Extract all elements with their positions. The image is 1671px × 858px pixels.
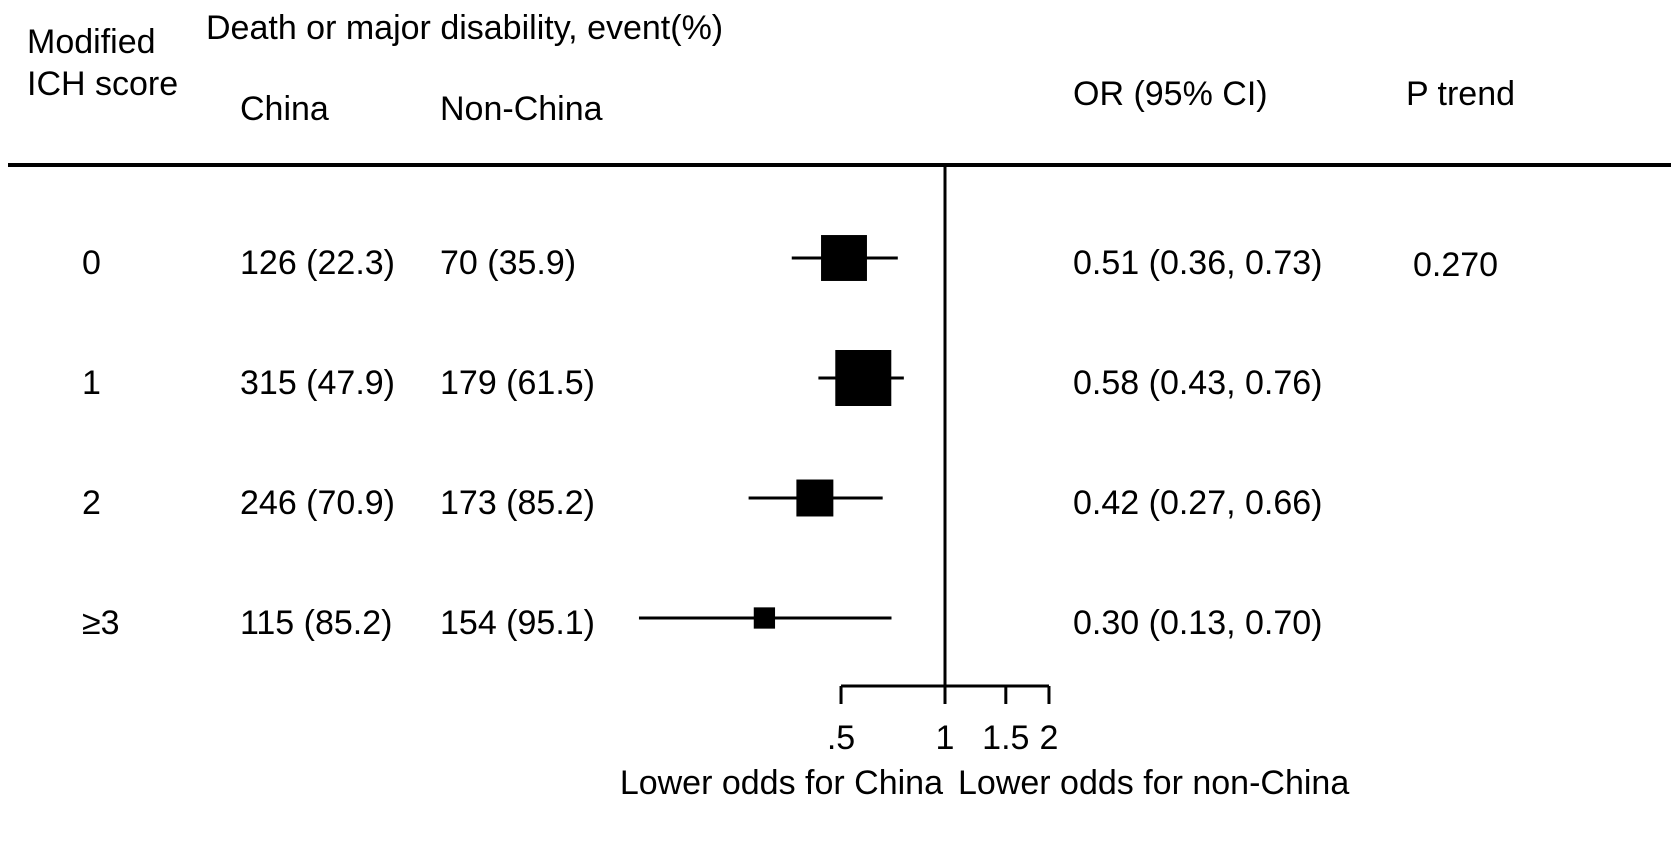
or-point-marker xyxy=(753,607,776,629)
row-china-events: 115 (85.2) xyxy=(240,604,393,642)
row-china-events: 246 (70.9) xyxy=(240,484,395,522)
column-header-china: China xyxy=(240,90,329,128)
x-axis-tick-label: 1 xyxy=(936,719,955,757)
row-nonchina-events: 154 (95.1) xyxy=(440,604,595,642)
row-score: 2 xyxy=(82,484,101,522)
row-or-ci: 0.58 (0.43, 0.76) xyxy=(1073,364,1323,402)
column-header-non-china: Non-China xyxy=(440,90,603,128)
row-column-header-line2: ICH score xyxy=(27,65,179,103)
axis-label-left: Lower odds for China xyxy=(619,764,943,802)
x-axis-tick-label: 1.5 xyxy=(982,719,1029,757)
row-nonchina-events: 179 (61.5) xyxy=(440,364,595,402)
axis-label-right: Lower odds for non-China xyxy=(958,764,1350,802)
row-china-events: 315 (47.9) xyxy=(240,364,395,402)
row-nonchina-events: 173 (85.2) xyxy=(440,484,595,522)
row-score: 1 xyxy=(82,364,101,402)
column-header-or: OR (95% CI) xyxy=(1073,75,1268,113)
row-or-ci: 0.30 (0.13, 0.70) xyxy=(1073,604,1323,642)
group-title: Death or major disability, event(%) xyxy=(206,9,724,47)
row-score: ≥3 xyxy=(82,604,120,642)
x-axis-tick-label: 2 xyxy=(1040,719,1059,757)
row-score: 0 xyxy=(82,244,101,282)
row-column-header-line1: Modified xyxy=(27,23,156,61)
row-or-ci: 0.42 (0.27, 0.66) xyxy=(1073,484,1323,522)
row-p-trend: 0.270 xyxy=(1413,246,1499,284)
or-point-marker xyxy=(821,235,867,281)
or-point-marker xyxy=(835,350,892,406)
or-point-marker xyxy=(796,479,834,517)
row-or-ci: 0.51 (0.36, 0.73) xyxy=(1073,244,1323,282)
column-header-p-trend: P trend xyxy=(1406,75,1516,113)
x-axis-tick-label: .5 xyxy=(827,719,855,757)
row-china-events: 126 (22.3) xyxy=(240,244,395,282)
row-nonchina-events: 70 (35.9) xyxy=(440,244,577,282)
